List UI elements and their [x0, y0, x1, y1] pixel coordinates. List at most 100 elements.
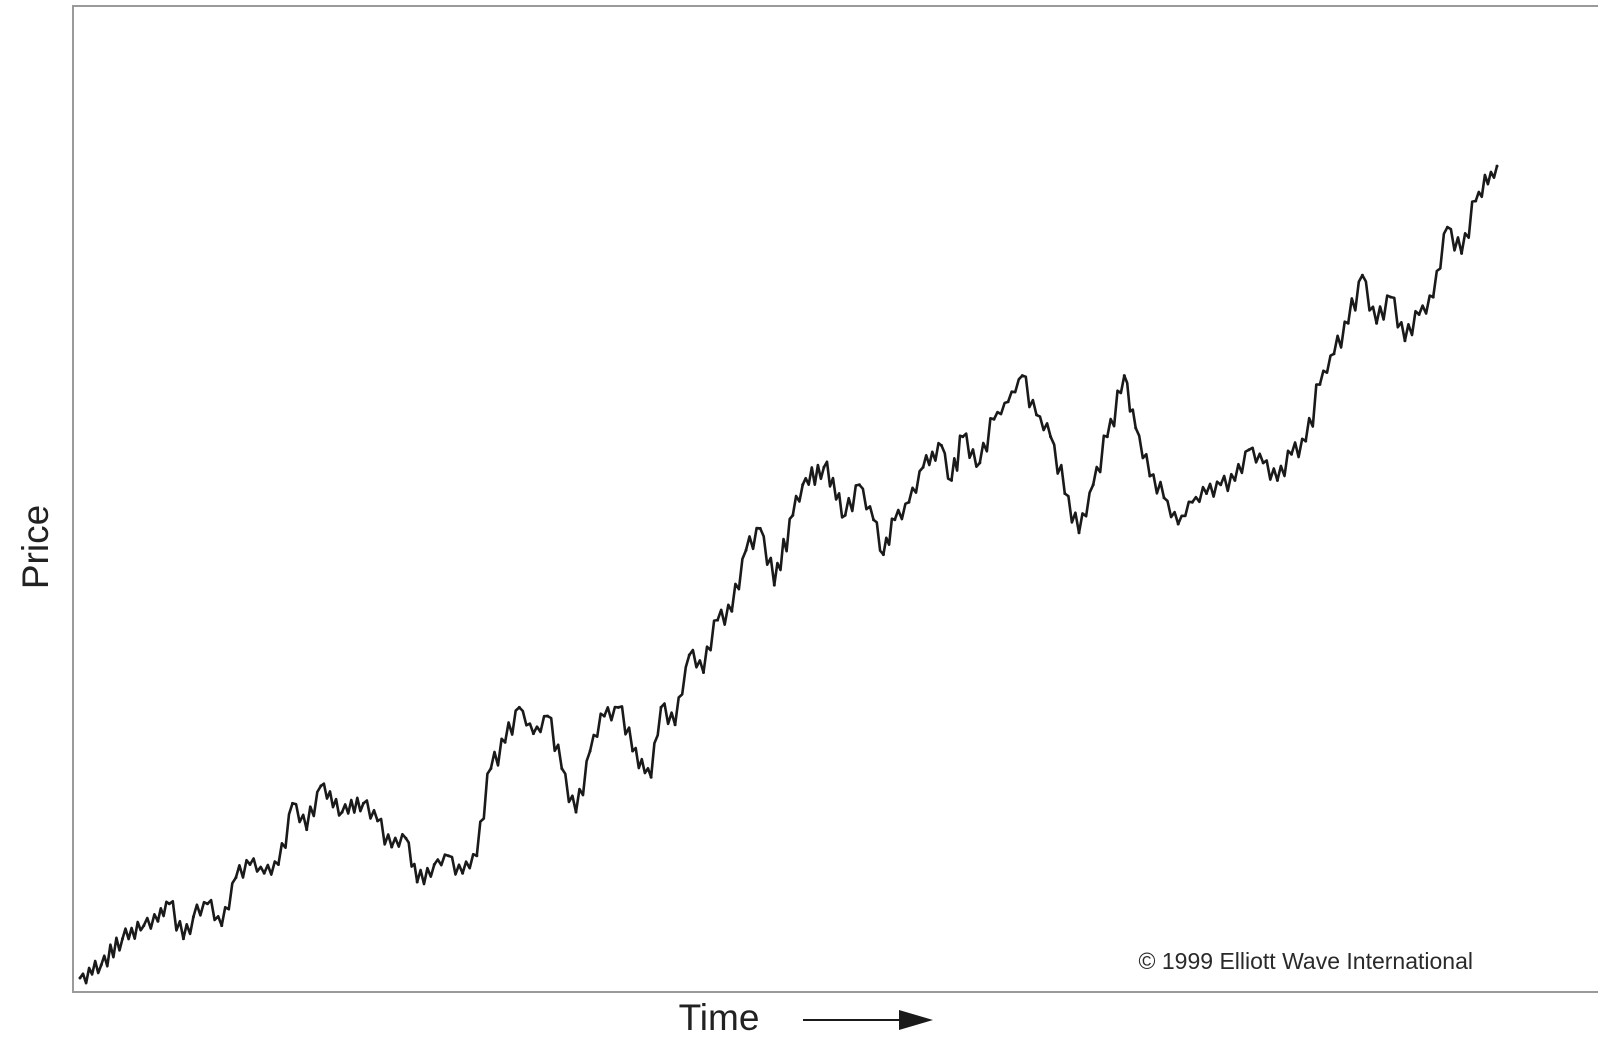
price-point — [475, 854, 479, 858]
copyright-annotation: © 1999 Elliott Wave International — [1139, 948, 1473, 974]
price-point — [1445, 225, 1449, 229]
price-point — [340, 810, 344, 814]
price-point — [1148, 474, 1152, 478]
price-point — [961, 435, 965, 439]
price-point — [99, 963, 103, 967]
price-point — [291, 801, 294, 805]
price-point — [305, 828, 309, 832]
price-point — [940, 444, 943, 447]
price-point — [1275, 478, 1279, 482]
series-group — [78, 164, 1499, 985]
price-point — [1403, 339, 1407, 343]
price-point — [801, 483, 805, 487]
price-point — [673, 723, 677, 727]
price-point — [1134, 426, 1138, 430]
price-point — [1122, 374, 1126, 378]
price-point — [1460, 251, 1464, 255]
price-point — [1417, 313, 1421, 316]
price-point — [206, 902, 209, 906]
price-point — [744, 548, 748, 552]
price-point — [588, 749, 592, 753]
price-point — [881, 553, 885, 557]
price-point — [1205, 492, 1208, 495]
price-point — [262, 871, 266, 875]
price-point — [220, 924, 224, 928]
price-point — [415, 880, 419, 884]
price-point — [649, 775, 653, 779]
price-point — [992, 417, 996, 421]
price-point — [248, 863, 252, 866]
price-point — [1318, 382, 1322, 386]
price-point — [461, 871, 465, 875]
price-point — [1049, 435, 1053, 439]
price-point — [531, 732, 535, 736]
plot-frame — [72, 5, 1598, 993]
price-point — [121, 937, 124, 941]
price-point — [390, 845, 394, 849]
price-point — [1233, 478, 1237, 482]
price-point — [1389, 295, 1393, 299]
price-point — [432, 863, 436, 866]
price-point — [1261, 461, 1265, 465]
price-point — [404, 836, 408, 840]
x-axis-arrow — [803, 1010, 933, 1030]
y-axis-label: Price — [15, 505, 56, 589]
price-point — [1077, 531, 1081, 535]
price-point — [758, 526, 762, 530]
price-point — [1035, 413, 1038, 417]
price-point — [857, 483, 861, 487]
price-point — [843, 513, 847, 517]
x-axis-label: Time — [679, 997, 760, 1038]
price-point — [546, 714, 550, 718]
price-point — [1360, 273, 1364, 277]
price-point — [156, 919, 160, 923]
price-point — [716, 618, 720, 622]
price-point — [1431, 295, 1435, 299]
price-point — [822, 465, 826, 469]
price-point — [1290, 452, 1293, 456]
price-point — [1304, 439, 1308, 443]
price-point — [489, 767, 493, 770]
price-point — [191, 915, 195, 919]
price-point — [181, 937, 185, 941]
price-point — [78, 976, 82, 980]
price-point — [517, 705, 521, 709]
price-point — [1346, 321, 1350, 325]
price-point — [574, 810, 578, 814]
price-point — [1332, 352, 1336, 356]
price-point — [1162, 496, 1166, 500]
price-point — [1190, 500, 1194, 504]
price-point — [950, 478, 953, 482]
price-point — [276, 863, 280, 866]
price-point — [1105, 435, 1109, 439]
price-point — [602, 714, 606, 718]
price-point — [503, 740, 507, 744]
price-point — [631, 749, 635, 753]
price-point — [1176, 522, 1180, 526]
price-point — [978, 461, 982, 465]
price-point — [361, 801, 365, 805]
price-point — [1006, 400, 1010, 404]
price-point — [702, 671, 705, 674]
price-point — [791, 513, 795, 517]
price-point — [687, 653, 691, 657]
price-point — [772, 583, 776, 587]
price-point — [1495, 164, 1499, 168]
price-series-line — [78, 165, 1499, 985]
price-point — [1020, 374, 1024, 378]
price-point — [893, 518, 897, 522]
price-point — [872, 518, 875, 522]
price-point — [167, 902, 171, 906]
price-point — [234, 876, 238, 880]
price-point — [730, 609, 734, 613]
price-point — [1063, 492, 1067, 495]
price-point — [560, 767, 564, 770]
price-point — [319, 784, 323, 788]
price-point — [142, 924, 146, 928]
price-point — [907, 500, 911, 504]
price-point — [376, 819, 380, 823]
price-point — [617, 705, 620, 709]
price-point — [921, 465, 925, 469]
price-point — [1375, 321, 1379, 325]
